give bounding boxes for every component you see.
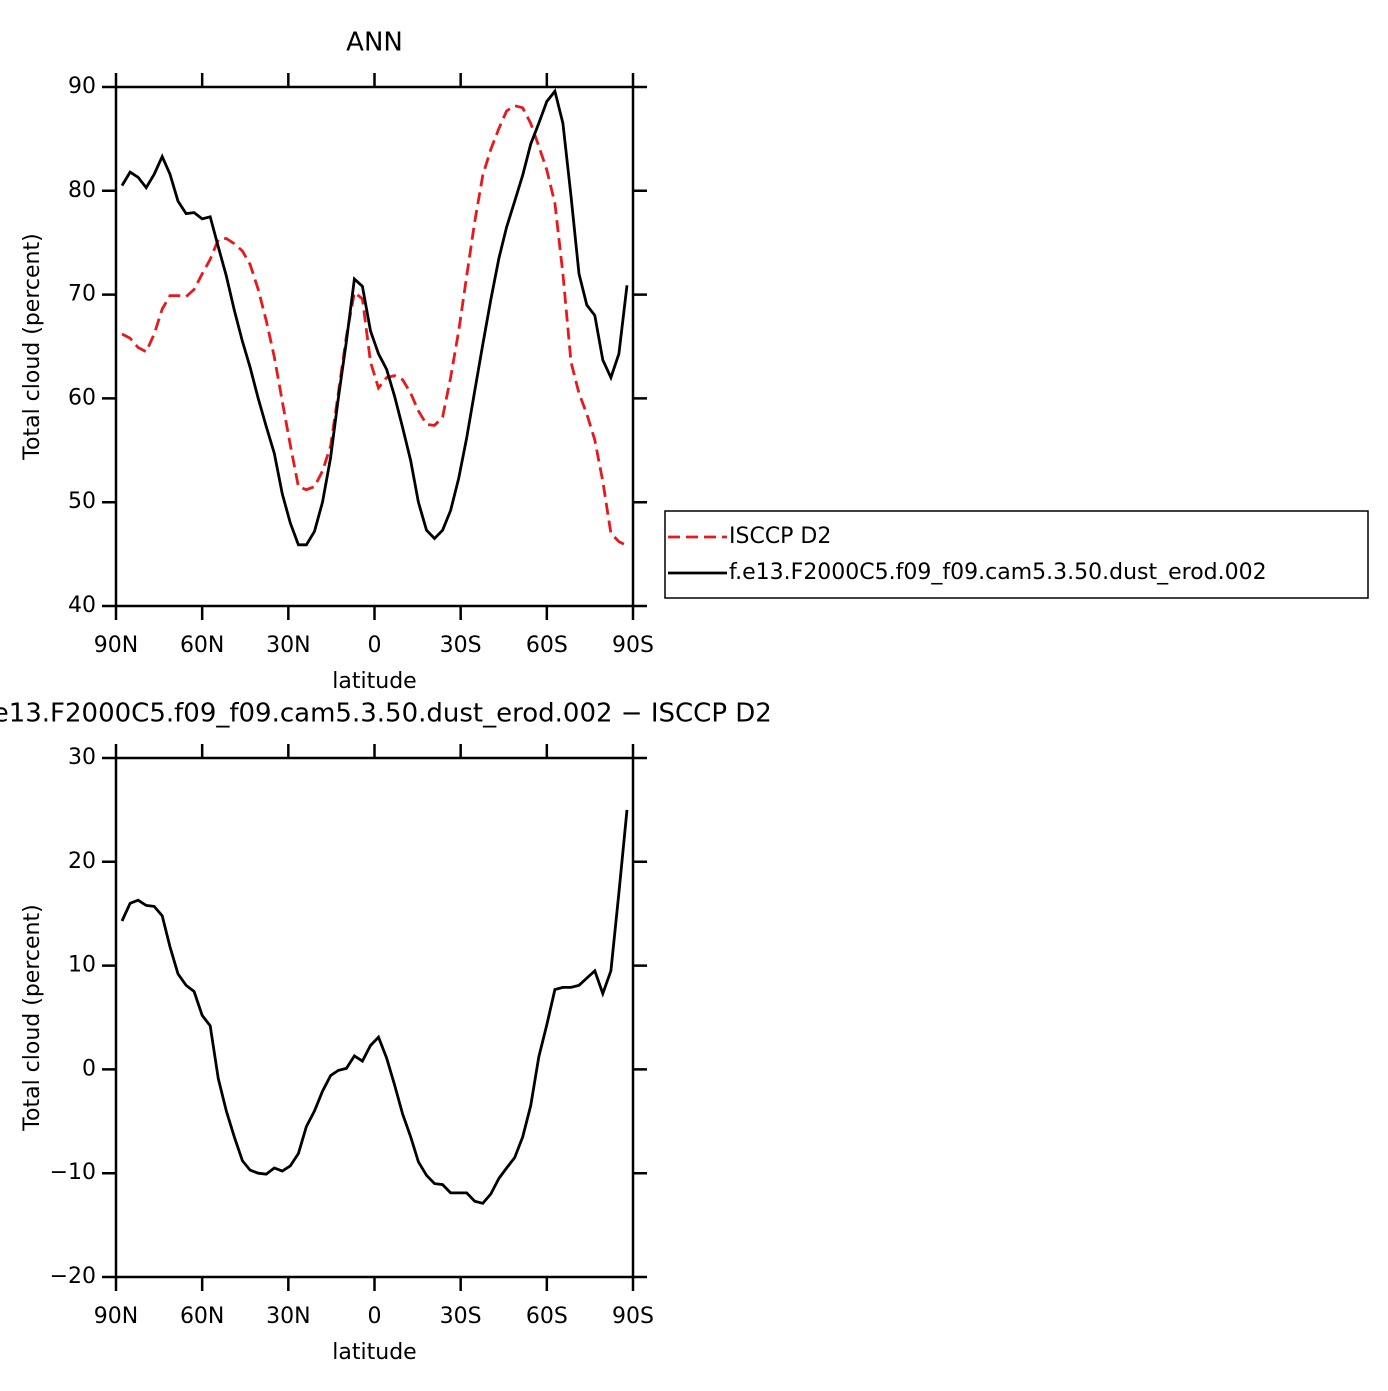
legend-label: ISCCP D2 xyxy=(729,524,831,549)
x-tick-label: 90S xyxy=(612,633,654,658)
data-line xyxy=(120,809,629,1205)
y-axis-label: Total cloud (percent) xyxy=(20,233,45,460)
legend-box xyxy=(664,510,1369,599)
x-tick-label: 30S xyxy=(440,633,482,658)
y-tick-label: 40 xyxy=(68,593,96,618)
y-tick-label: 20 xyxy=(68,849,96,874)
x-tick-label: 0 xyxy=(368,633,382,658)
chart-title: ANN xyxy=(346,28,403,58)
data-line xyxy=(121,104,628,548)
chart-title: f.e13.F2000C5.f09_f09.cam5.3.50.dust_ero… xyxy=(0,699,772,729)
x-tick-label: 90S xyxy=(612,1304,654,1329)
legend-label: f.e13.F2000C5.f09_f09.cam5.3.50.dust_ero… xyxy=(729,560,1267,585)
y-tick-label: 90 xyxy=(68,74,96,99)
plot-frame xyxy=(114,756,635,1279)
x-tick-label: 60N xyxy=(180,633,224,658)
x-tick-label: 90N xyxy=(94,1304,138,1329)
x-tick-label: 0 xyxy=(368,1304,382,1329)
data-line xyxy=(120,88,629,547)
x-tick-label: 60S xyxy=(526,633,568,658)
y-axis-label: Total cloud (percent) xyxy=(20,904,45,1131)
x-tick-label: 60S xyxy=(526,1304,568,1329)
x-tick-label: 30N xyxy=(266,633,310,658)
y-tick-label: 60 xyxy=(68,385,96,410)
x-axis-label: latitude xyxy=(332,1340,416,1365)
y-tick-label: 10 xyxy=(68,953,96,978)
x-tick-label: 90N xyxy=(94,633,138,658)
y-tick-label: 50 xyxy=(68,489,96,514)
y-tick-label: 70 xyxy=(68,282,96,307)
x-tick-label: 30N xyxy=(266,1304,310,1329)
y-tick-label: 80 xyxy=(68,178,96,203)
x-axis-label: latitude xyxy=(332,669,416,694)
y-tick-label: 30 xyxy=(68,745,96,770)
y-tick-label: −10 xyxy=(50,1160,96,1185)
x-tick-label: 60N xyxy=(180,1304,224,1329)
x-tick-label: 30S xyxy=(440,1304,482,1329)
y-tick-label: 0 xyxy=(82,1056,96,1081)
y-tick-label: −20 xyxy=(50,1264,96,1289)
